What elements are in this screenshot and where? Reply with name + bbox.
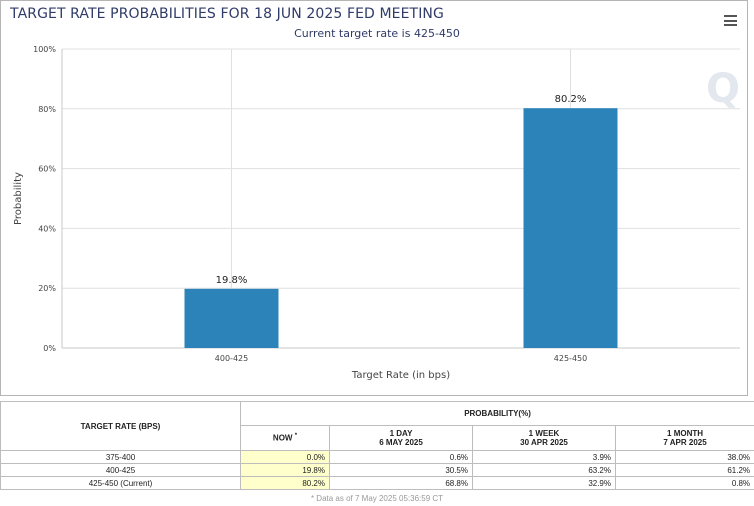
table-row: 375-400 0.0% 0.6% 3.9% 38.0% bbox=[0, 450, 754, 464]
subheader-1-week-label: 1 WEEK bbox=[528, 429, 560, 438]
y-tick-label: 0% bbox=[43, 344, 56, 353]
y-tick-label: 100% bbox=[33, 45, 56, 54]
row-month: 38.0% bbox=[614, 450, 754, 464]
data-footnote: * Data as of 7 May 2025 05:36:59 CT bbox=[310, 494, 444, 503]
row-now: 0.0% bbox=[240, 450, 330, 464]
y-tick-label: 60% bbox=[38, 165, 56, 174]
subheader-1-day: 1 DAY 6 MAY 2025 bbox=[329, 425, 473, 451]
row-now: 80.2% bbox=[240, 476, 330, 490]
chart-subtitle: Current target rate is 425-450 bbox=[294, 27, 460, 40]
subheader-1-month: 1 MONTH 7 APR 2025 bbox=[614, 425, 754, 451]
subheader-1-month-label: 1 MONTH bbox=[667, 429, 704, 438]
hamburger-menu-icon[interactable] bbox=[724, 15, 737, 26]
x-tick-label: 400-425 bbox=[215, 354, 248, 363]
table-row: 425-450 (Current) 80.2% 68.8% 32.9% 0.8% bbox=[0, 476, 754, 490]
x-axis-title: Target Rate (in bps) bbox=[351, 370, 450, 381]
watermark-logo: Q bbox=[706, 66, 740, 112]
subheader-1-week: 1 WEEK 30 APR 2025 bbox=[472, 425, 616, 451]
subheader-1-week-date: 30 APR 2025 bbox=[520, 438, 568, 447]
header-probability: PROBABILITY(%) bbox=[239, 401, 754, 426]
row-rate: 425-450 (Current) bbox=[0, 476, 241, 490]
row-rate: 375-400 bbox=[0, 450, 241, 464]
bar bbox=[184, 288, 279, 348]
row-day: 30.5% bbox=[329, 463, 473, 477]
subheader-now: NOW * bbox=[240, 425, 330, 451]
y-tick-label: 40% bbox=[38, 224, 56, 233]
subheader-1-day-date: 6 MAY 2025 bbox=[379, 438, 423, 447]
row-now: 19.8% bbox=[240, 463, 330, 477]
subheader-now-label: NOW bbox=[272, 433, 293, 443]
bar bbox=[523, 108, 618, 349]
x-tick-label: 425-450 bbox=[554, 354, 587, 363]
row-day: 68.8% bbox=[329, 476, 473, 490]
y-tick-label: 80% bbox=[38, 105, 56, 114]
row-rate: 400-425 bbox=[0, 463, 241, 477]
probability-table: TARGET RATE (BPS) PROBABILITY(%) NOW * 1… bbox=[0, 401, 754, 490]
bar-data-label: 19.8% bbox=[216, 275, 248, 286]
chart-panel bbox=[0, 0, 748, 396]
bar-data-label: 80.2% bbox=[555, 94, 587, 105]
table-row: 400-425 19.8% 30.5% 63.2% 61.2% bbox=[0, 463, 754, 477]
chart-title: TARGET RATE PROBABILITIES FOR 18 JUN 202… bbox=[10, 6, 444, 22]
subheader-now-marker: * bbox=[294, 433, 298, 440]
header-target-rate: TARGET RATE (BPS) bbox=[0, 401, 241, 451]
row-day: 0.6% bbox=[329, 450, 473, 464]
row-week: 3.9% bbox=[472, 450, 616, 464]
row-month: 61.2% bbox=[614, 463, 754, 477]
subheader-1-month-date: 7 APR 2025 bbox=[663, 438, 707, 447]
row-week: 32.9% bbox=[472, 476, 616, 490]
bar-chart: 0% 20% 40% 60% 80% 100% 19.8% 400-425 80.2% 425-4… bbox=[13, 45, 740, 381]
y-axis-title: Probability bbox=[13, 172, 24, 225]
row-week: 63.2% bbox=[472, 463, 616, 477]
y-tick-label: 20% bbox=[38, 284, 56, 293]
subheader-1-day-label: 1 DAY bbox=[389, 429, 413, 438]
row-month: 0.8% bbox=[614, 476, 754, 490]
